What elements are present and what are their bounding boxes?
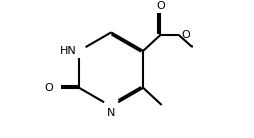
Text: O: O (181, 30, 190, 40)
Text: N: N (107, 108, 115, 118)
Text: O: O (156, 1, 165, 11)
Text: O: O (44, 83, 53, 93)
Text: HN: HN (59, 46, 76, 56)
